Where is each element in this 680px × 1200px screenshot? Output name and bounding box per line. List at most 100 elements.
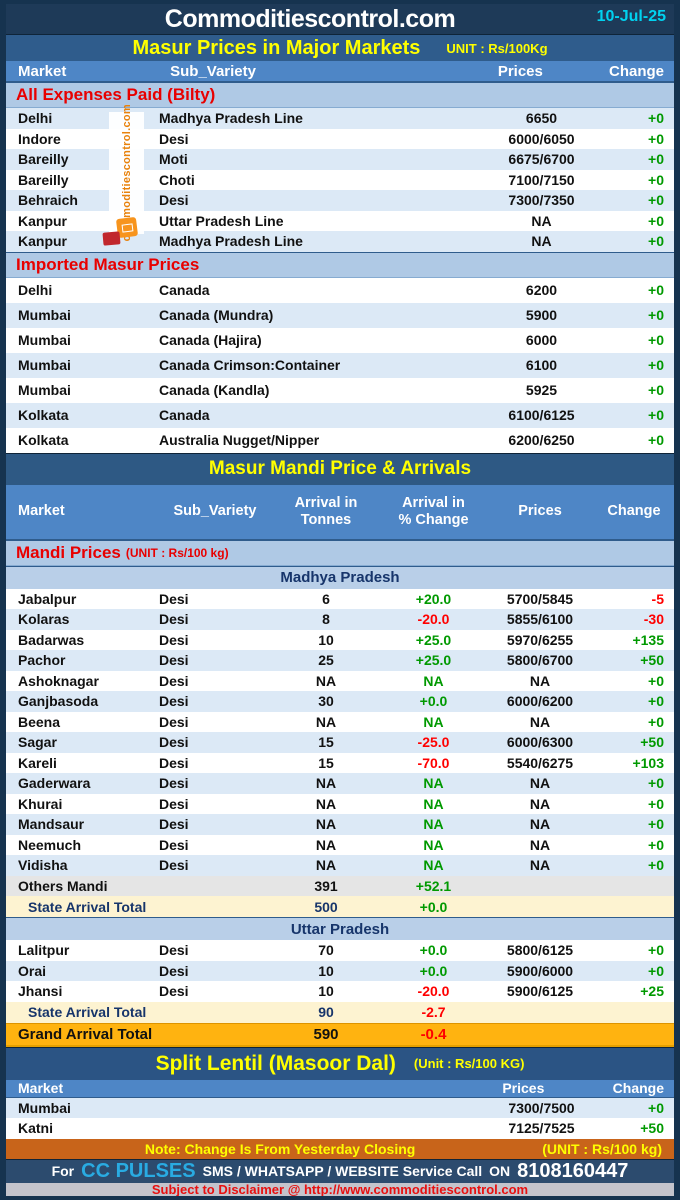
sub-variety-cell: Desi bbox=[159, 192, 189, 209]
sub-variety-cell: Desi bbox=[159, 590, 189, 607]
footer-on: ON bbox=[489, 1163, 511, 1179]
market-cell: Jhansi bbox=[18, 983, 63, 1000]
sub-variety-cell: Madhya Pradesh Line bbox=[159, 110, 303, 127]
prices-cell: 6000/6300 bbox=[506, 734, 574, 751]
table-row: Orai Desi 10 +0.0 5900/6000 +0 bbox=[6, 960, 674, 981]
table-row: Indore Desi 6000/6050 +0 bbox=[6, 128, 674, 149]
market-cell: Neemuch bbox=[18, 836, 82, 853]
arrival-tonnes-cell: NA bbox=[315, 836, 337, 853]
market-cell: Mandsaur bbox=[18, 816, 85, 833]
arrival-tonnes-cell: 70 bbox=[318, 942, 334, 959]
prices-cell: NA bbox=[529, 713, 551, 730]
col-change: Change bbox=[608, 62, 664, 80]
market-cell: Mumbai bbox=[18, 1099, 71, 1116]
sub-variety-cell: Madhya Pradesh Line bbox=[159, 233, 303, 250]
mandi-section-header: Mandi Prices (UNIT : Rs/100 kg) bbox=[6, 539, 674, 566]
table-row: Bareilly Moti 6675/6700 +0 bbox=[6, 149, 674, 170]
disclaimer-link[interactable]: Subject to Disclaimer @ http://www.commo… bbox=[151, 1182, 529, 1197]
change-cell: +0 bbox=[648, 307, 664, 323]
state-name: Madhya Pradesh bbox=[280, 569, 400, 586]
change-cell: +0 bbox=[648, 171, 664, 188]
arrival-pct-cell: -20.0 bbox=[417, 611, 450, 628]
change-cell: -5 bbox=[651, 590, 664, 607]
arrival-pct-cell: +25.0 bbox=[415, 652, 452, 669]
table-row: Gaderwara Desi NA NA NA +0 bbox=[6, 773, 674, 794]
arrival-pct-cell: NA bbox=[423, 816, 444, 833]
prices-cell: 7125/7525 bbox=[508, 1120, 575, 1137]
change-cell: +0 bbox=[648, 357, 664, 373]
sub-variety-cell: Desi bbox=[159, 795, 189, 812]
sub-variety-cell: Desi bbox=[159, 693, 189, 710]
prices-cell: 5540/6275 bbox=[506, 754, 574, 771]
arrival-tonnes-cell: 10 bbox=[318, 983, 334, 1000]
prices-cell: 5925 bbox=[525, 382, 558, 398]
arrival-pct-cell: +20.0 bbox=[415, 590, 452, 607]
total-label: State Arrival Total bbox=[28, 1004, 147, 1020]
table-row: Badarwas Desi 10 +25.0 5970/6255 +135 bbox=[6, 629, 674, 650]
arrival-tonnes-cell: 6 bbox=[322, 590, 330, 607]
market-cell: Bareilly bbox=[18, 171, 69, 188]
col-prices: Prices bbox=[502, 1080, 545, 1096]
arrival-tonnes-cell: 500 bbox=[314, 898, 338, 915]
market-cell: Mumbai bbox=[18, 332, 71, 348]
change-cell: +0 bbox=[648, 816, 664, 833]
prices-cell: NA bbox=[529, 857, 551, 874]
change-cell: +0 bbox=[648, 332, 664, 348]
arrival-tonnes-cell: 590 bbox=[313, 1025, 339, 1043]
market-cell: Kareli bbox=[18, 754, 57, 771]
change-cell: +0 bbox=[648, 942, 664, 959]
note-text: Note: Change Is From Yesterday Closing bbox=[144, 1140, 416, 1157]
prices-cell: 7300/7500 bbox=[508, 1099, 575, 1116]
change-cell: +0 bbox=[648, 130, 664, 147]
prices-cell: 6675/6700 bbox=[508, 151, 575, 168]
market-cell: Bareilly bbox=[18, 151, 69, 168]
table1-unit: UNIT : Rs/100Kg bbox=[446, 40, 548, 56]
prices-cell: 5970/6255 bbox=[506, 631, 574, 648]
table-row: Sagar Desi 15 -25.0 6000/6300 +50 bbox=[6, 732, 674, 753]
market-cell: Kolkata bbox=[18, 407, 69, 423]
change-cell: +0 bbox=[648, 1099, 664, 1116]
arrival-pct-cell: +25.0 bbox=[415, 631, 452, 648]
change-cell: +0 bbox=[648, 775, 664, 792]
sub-variety-cell: Desi bbox=[159, 962, 189, 979]
sub-variety-cell: Desi bbox=[159, 611, 189, 628]
prices-cell: 6000/6050 bbox=[508, 130, 575, 147]
sub-variety-cell: Uttar Pradesh Line bbox=[159, 212, 284, 229]
arrival-pct-cell: +0.0 bbox=[419, 962, 448, 979]
sub-variety-cell: Desi bbox=[159, 130, 189, 147]
mandi-section-title: Mandi Prices bbox=[16, 542, 121, 562]
footer-services: SMS / WHATSAPP / WEBSITE Service Call bbox=[202, 1163, 483, 1179]
market-cell: Kolkata bbox=[18, 432, 69, 448]
table-row: Neemuch Desi NA NA NA +0 bbox=[6, 834, 674, 855]
market-cell: Mumbai bbox=[18, 382, 71, 398]
change-cell: +0 bbox=[648, 836, 664, 853]
change-cell: +0 bbox=[648, 212, 664, 229]
prices-cell: 6200 bbox=[525, 282, 558, 298]
market-cell: Ganjbasoda bbox=[18, 693, 99, 710]
table-row: Kolkata Canada 6100/6125 +0 bbox=[6, 402, 674, 428]
table-row: Behraich Desi 7300/7350 +0 bbox=[6, 190, 674, 211]
col-market: Market bbox=[18, 503, 65, 519]
footer-phone: 8108160447 bbox=[517, 1159, 629, 1182]
footer-service-band: For CC PULSES SMS / WHATSAPP / WEBSITE S… bbox=[6, 1158, 674, 1183]
sub-variety-cell: Canada (Mundra) bbox=[159, 307, 274, 323]
table-row: Bareilly Choti 7100/7150 +0 bbox=[6, 169, 674, 190]
change-cell: +50 bbox=[640, 734, 664, 751]
table-row: Ganjbasoda Desi 30 +0.0 6000/6200 +0 bbox=[6, 691, 674, 712]
market-cell: Mumbai bbox=[18, 307, 71, 323]
arrival-pct-cell: +0.0 bbox=[419, 693, 448, 710]
arrival-tonnes-cell: 90 bbox=[318, 1004, 334, 1020]
change-cell: +0 bbox=[648, 962, 664, 979]
market-cell: Badarwas bbox=[18, 631, 85, 648]
table-row: Kanpur Madhya Pradesh Line NA +0 bbox=[6, 231, 674, 252]
change-cell: +0 bbox=[648, 192, 664, 209]
watermark: commoditiescontrol.com bbox=[102, 104, 144, 246]
sub-variety-cell: Canada bbox=[159, 407, 210, 423]
arrival-tonnes-cell: 15 bbox=[318, 734, 334, 751]
table-row: Delhi Canada 6200 +0 bbox=[6, 277, 674, 303]
col-sub-variety: Sub_Variety bbox=[170, 62, 256, 80]
sub-variety-cell: Canada (Hajira) bbox=[159, 332, 262, 348]
section-header-row: Imported Masur Prices bbox=[6, 251, 674, 278]
table-row: Kolaras Desi 8 -20.0 5855/6100 -30 bbox=[6, 609, 674, 630]
